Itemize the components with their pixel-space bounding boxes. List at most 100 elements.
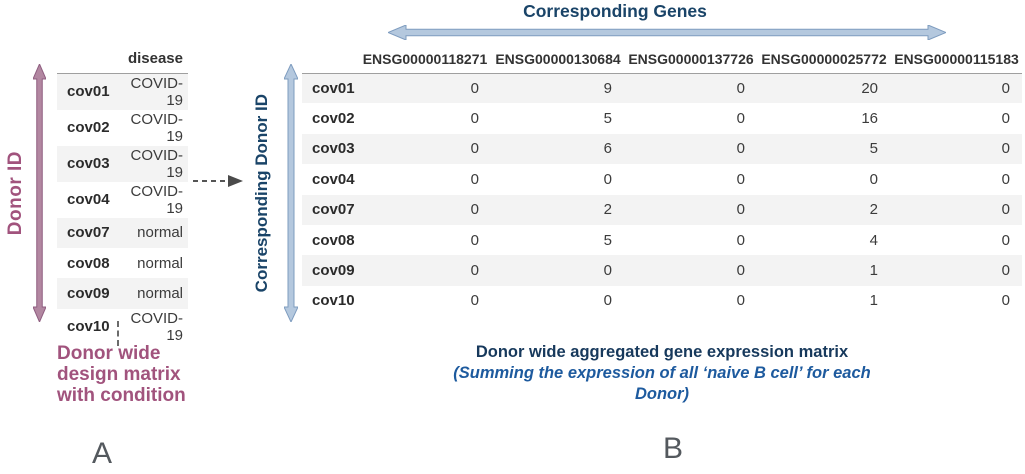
disease-value-cell: COVID-19: [130, 74, 184, 109]
design-matrix-row: cov01 COVID-19: [57, 73, 188, 110]
expression-matrix-caption: Donor wide aggregated gene expression ma…: [407, 342, 917, 405]
expression-value-cell: 0: [869, 170, 878, 188]
expression-value-cell: 0: [470, 231, 479, 249]
expression-value-cell: 0: [1001, 231, 1010, 249]
gene-column-header: ENSG00000025772: [757, 44, 890, 74]
corner-header-cell: [302, 44, 358, 74]
donor-id-axis-arrow-icon: [33, 64, 46, 322]
expression-value-cell: 0: [736, 170, 745, 188]
disease-value-cell: COVID-19: [130, 146, 184, 181]
expression-value-cell: 0: [736, 140, 745, 158]
expression-caption-title: Donor wide aggregated gene expression ma…: [475, 343, 849, 361]
expression-value-cell: 0: [1001, 140, 1010, 158]
expression-value-cell: 0: [470, 201, 479, 219]
expression-value-cell: 0: [1001, 201, 1010, 219]
expression-value-cell: 0: [1001, 170, 1010, 188]
donor-id-cell: cov07: [312, 201, 355, 219]
design-matrix-header-row: disease: [57, 44, 188, 74]
expression-matrix-row: cov08 0 5 0 4 0: [302, 225, 1022, 255]
caption-line: (Summing the expression of all ‘naive B …: [453, 364, 871, 382]
expression-value-cell: 1: [869, 262, 878, 280]
donor-axis-label: Corresponding Donor ID: [252, 93, 271, 293]
expression-matrix-body: cov01 0 9 0 20 0 cov02 0 5 0 16 0: [302, 73, 1022, 316]
expression-value-cell: 16: [861, 110, 878, 128]
design-matrix-body: cov01 COVID-19 cov02 COVID-19 cov03 COVI…: [57, 73, 188, 345]
disease-value-cell: COVID-19: [130, 182, 184, 217]
disease-value-cell: normal: [137, 224, 183, 242]
genes-axis-title: Corresponding Genes: [523, 1, 707, 21]
expression-caption-subtitle: (Summing the expression of all ‘naive B …: [407, 363, 917, 405]
expression-value-cell: 0: [736, 231, 745, 249]
panel-a-label: A: [92, 437, 113, 470]
donor-axis-label-wrap: Corresponding Donor ID: [245, 64, 279, 322]
expression-value-cell: 2: [603, 201, 612, 219]
panel-b-label: B: [663, 432, 684, 465]
expression-value-cell: 0: [470, 292, 479, 310]
expression-value-cell: 0: [736, 262, 745, 280]
donor-id-cell: cov02: [312, 110, 355, 128]
donor-id-cell: cov04: [67, 191, 110, 208]
donor-id-cell: cov04: [312, 170, 355, 188]
expression-matrix-table: ENSG00000118271 ENSG00000130684 ENSG000001…: [302, 44, 1022, 316]
disease-value-cell: normal: [137, 254, 183, 272]
expression-value-cell: 0: [470, 79, 479, 97]
caption-line: Donor wide: [57, 343, 161, 364]
design-matrix-caption: Donor wide design matrix with condition: [57, 343, 227, 406]
disease-value-cell: COVID-19: [130, 309, 184, 344]
design-matrix-row: cov10 COVID-19: [57, 309, 188, 345]
disease-value-cell: normal: [137, 284, 183, 302]
dashed-connector-line: [117, 321, 119, 346]
design-matrix-row: cov08 normal: [57, 248, 188, 278]
expression-value-cell: 5: [603, 231, 612, 249]
donor-id-cell: cov03: [312, 140, 355, 158]
expression-value-cell: 0: [1001, 262, 1010, 280]
expression-value-cell: 0: [736, 79, 745, 97]
donor-id-cell: cov10: [67, 318, 110, 336]
expression-value-cell: 0: [470, 262, 479, 280]
disease-value-cell: COVID-19: [130, 110, 184, 145]
expression-value-cell: 0: [470, 110, 479, 128]
gene-header-row: ENSG00000118271 ENSG00000130684 ENSG000001…: [302, 44, 1022, 74]
gene-column-header: ENSG00000118271: [358, 44, 491, 74]
expression-value-cell: 0: [736, 292, 745, 310]
donor-id-cell: cov07: [67, 224, 110, 242]
expression-matrix-row: cov04 0 0 0 0 0: [302, 164, 1022, 194]
expression-value-cell: 20: [861, 79, 878, 97]
caption-line: Donor): [634, 385, 690, 403]
expression-matrix-row: cov02 0 5 0 16 0: [302, 103, 1022, 133]
donor-id-cell: cov02: [67, 119, 110, 136]
donor-id-cell: cov10: [312, 292, 355, 310]
gene-column-header: ENSG00000115183: [890, 44, 1022, 74]
expression-matrix-row: cov07 0 2 0 2 0: [302, 194, 1022, 225]
donor-id-axis-label: Donor ID: [5, 150, 26, 236]
gene-column-header: ENSG00000130684: [491, 44, 624, 74]
expression-value-cell: 0: [470, 170, 479, 188]
design-matrix-row: cov03 COVID-19: [57, 145, 188, 182]
expression-value-cell: 0: [603, 170, 612, 188]
expression-value-cell: 9: [603, 79, 612, 97]
donor-id-axis-label-wrap: Donor ID: [0, 64, 32, 322]
donor-id-cell: cov08: [312, 231, 355, 249]
expression-value-cell: 0: [603, 292, 612, 310]
expression-matrix-row: cov09 0 0 0 1 0: [302, 255, 1022, 286]
design-matrix-row: cov07 normal: [57, 217, 188, 248]
disease-column-header: disease: [113, 44, 188, 74]
expression-value-cell: 0: [603, 262, 612, 280]
expression-value-cell: 4: [869, 231, 878, 249]
caption-line: with condition: [57, 385, 186, 406]
design-matrix-table: disease cov01 COVID-19 cov02 COVID-19 co…: [57, 44, 188, 345]
expression-value-cell: 0: [736, 201, 745, 219]
donor-axis-arrow-icon: [284, 64, 298, 322]
expression-matrix-row: cov03 0 6 0 5 0: [302, 133, 1022, 165]
design-matrix-row: cov04 COVID-19: [57, 182, 188, 218]
expression-value-cell: 6: [603, 140, 612, 158]
design-matrix-row: cov09 normal: [57, 278, 188, 309]
donor-id-cell: cov03: [67, 155, 110, 172]
caption-line: design matrix: [57, 364, 181, 385]
dashed-arrow-icon: [193, 175, 243, 187]
design-matrix-row: cov02 COVID-19: [57, 110, 188, 146]
expression-value-cell: 0: [1001, 292, 1010, 310]
expression-matrix-row: cov01 0 9 0 20 0: [302, 73, 1022, 104]
expression-matrix-row: cov10 0 0 0 1 0: [302, 286, 1022, 316]
